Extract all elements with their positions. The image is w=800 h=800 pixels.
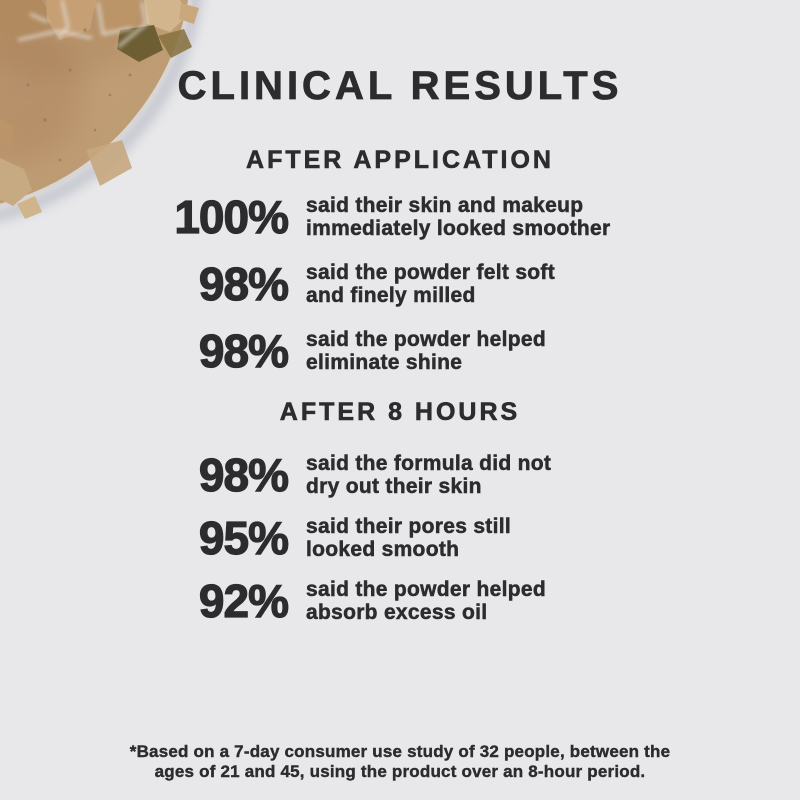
stat-percent: 98% [198,325,289,377]
stat-description: said the powder felt soft and finely mil… [306,261,556,308]
stat-row: 92% said the powder helped absorb excess… [0,575,800,627]
section-heading-after-8-hours: AFTER 8 HOURS [279,398,521,426]
stat-row: 98% said the formula did not dry out the… [0,449,800,501]
stat-description-line: absorb excess oil [306,601,488,625]
stat-percent: 98% [198,449,289,501]
stat-description-line: said the formula did not [306,452,552,476]
stat-row: 100% said their skin and makeup immediat… [0,191,800,243]
footnote-line: *Based on a 7-day consumer use study of … [129,742,671,761]
stat-description-line: said the powder helped [306,578,546,602]
stat-description-line: and finely milled [306,284,476,308]
stat-description: said the powder helped absorb excess oil [306,578,546,625]
stat-description: said their pores still looked smooth [306,515,511,562]
stat-description: said the formula did not dry out their s… [306,452,552,499]
stat-percent: 100% [174,191,290,243]
section-heading-after-application: AFTER APPLICATION [246,146,554,174]
stat-description-line: said the powder helped [306,328,546,352]
stat-percent: 95% [198,512,289,564]
stat-description-line: said their skin and makeup [306,194,584,218]
stat-description-line: said the powder felt soft [306,261,556,285]
stat-description-line: eliminate shine [306,351,463,375]
stats-after-application: 100% said their skin and makeup immediat… [0,191,800,377]
stat-description: said the powder helped eliminate shine [306,328,546,375]
stat-description-line: said their pores still [306,515,511,539]
page-title: CLINICAL RESULTS [177,64,623,108]
stat-description-line: immediately looked smoother [306,217,611,241]
stat-description-line: dry out their skin [306,475,482,499]
stat-row: 95% said their pores still looked smooth [0,512,800,564]
stat-percent: 98% [198,258,289,310]
stat-description-line: looked smooth [306,538,460,562]
stat-row: 98% said the powder felt soft and finely… [0,258,800,310]
footnote: *Based on a 7-day consumer use study of … [0,742,800,782]
stats-after-8-hours: 98% said the formula did not dry out the… [0,449,800,627]
stat-percent: 92% [198,575,289,627]
footnote-line: ages of 21 and 45, using the product ove… [154,762,646,781]
stat-row: 98% said the powder helped eliminate shi… [0,325,800,377]
stat-description: said their skin and makeup immediately l… [306,194,611,241]
